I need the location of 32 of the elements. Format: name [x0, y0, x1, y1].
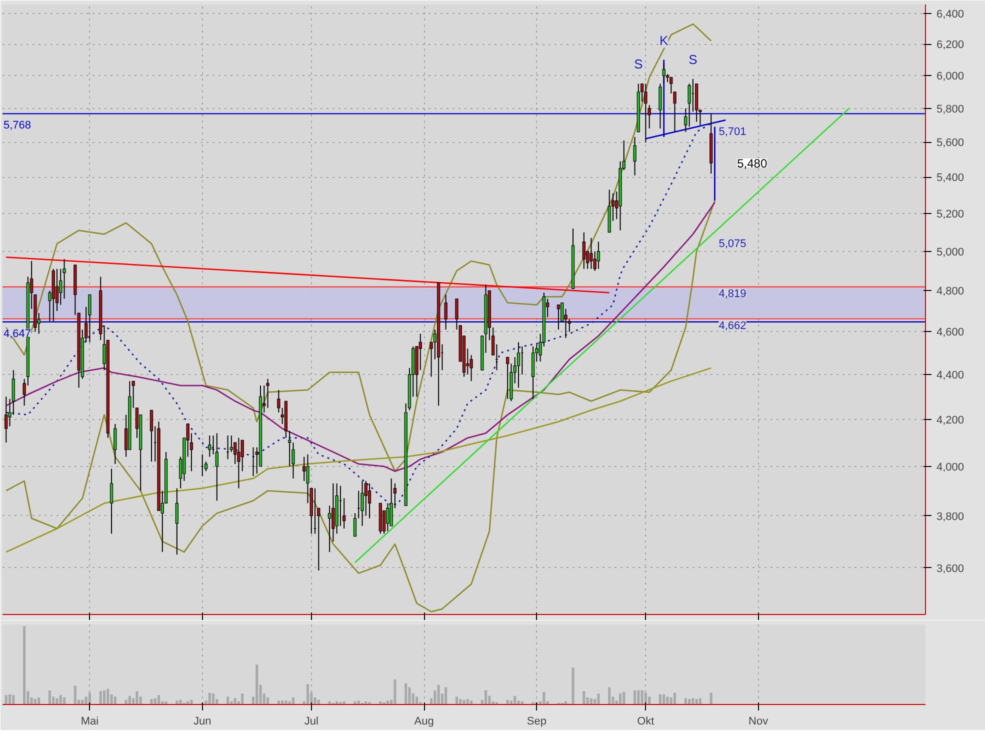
y-tick-label: 6,000	[936, 70, 964, 83]
ref-line-label: 5,768	[4, 120, 32, 132]
annotation: S	[688, 52, 698, 67]
annotation: 4,819	[718, 288, 746, 300]
y-tick-label: 5,800	[936, 103, 964, 116]
x-tick-label: Nov	[748, 716, 769, 728]
x-tick-label: Mai	[80, 716, 99, 728]
x-tick-label: Jul	[304, 716, 318, 728]
y-tick-label: 6,400	[936, 8, 964, 20]
y-tick-label: 4,400	[936, 370, 964, 382]
y-tick-label: 5,600	[936, 137, 964, 150]
annotation: 5,701	[718, 126, 746, 138]
y-tick-label: 5,000	[936, 246, 964, 258]
annotation: S	[634, 56, 644, 72]
y-tick-label: 4,200	[936, 414, 964, 426]
x-tick-label: Okt	[637, 716, 654, 728]
y-tick-label: 5,400	[936, 172, 964, 184]
y-tick-label: 3,800	[936, 510, 964, 523]
annotation: 4,662	[718, 320, 746, 332]
y-tick-label: 3,600	[936, 562, 964, 575]
y-tick-label: 6,200	[936, 39, 964, 52]
annotation: 5,075	[718, 238, 746, 250]
annotation: 5,480	[737, 156, 768, 171]
x-tick-label: Aug	[414, 716, 434, 728]
y-tick-label: 4,000	[936, 461, 964, 474]
y-tick-label: 4,800	[936, 286, 964, 298]
y-tick-label: 5,200	[936, 208, 964, 221]
annotation: K	[660, 32, 669, 48]
ref-line-label: 4,647	[4, 328, 32, 340]
x-tick-label: Jun	[193, 716, 212, 728]
y-tick-label: 4,600	[936, 326, 964, 339]
x-tick-label: Sep	[526, 716, 546, 728]
